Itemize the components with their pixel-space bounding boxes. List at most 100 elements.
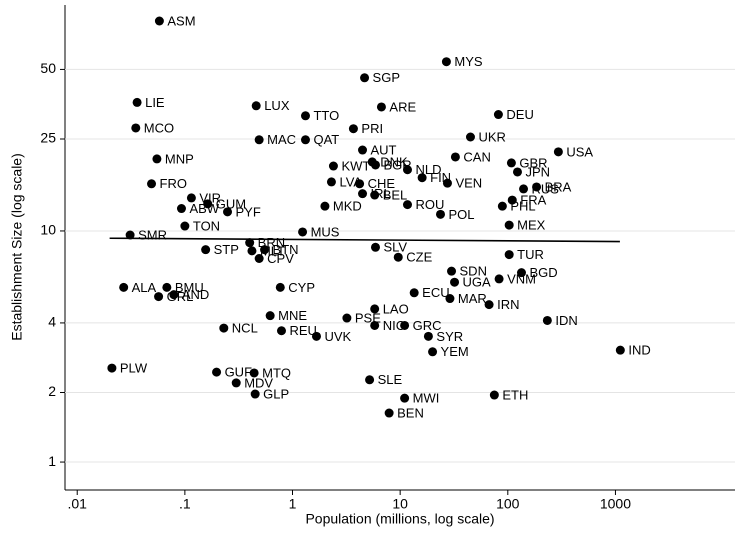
- point-label: GBR: [519, 155, 547, 170]
- point-label: MKD: [333, 199, 362, 214]
- point-label: ETH: [502, 387, 528, 402]
- point-label: ASM: [167, 13, 195, 28]
- point-label: PRI: [361, 121, 383, 136]
- point-label: FRO: [160, 176, 187, 191]
- point-label: MCO: [144, 120, 174, 135]
- point: [542, 315, 552, 325]
- fit-line: [109, 237, 620, 243]
- x-tick-label: 10: [392, 496, 408, 512]
- point: [260, 245, 270, 255]
- point-label: CZE: [406, 250, 432, 265]
- y-tick-label: 4: [48, 314, 56, 330]
- point: [342, 313, 352, 323]
- point: [428, 347, 438, 357]
- point-label: NIC: [383, 318, 405, 333]
- point-label: PLW: [120, 361, 148, 376]
- point: [125, 230, 135, 240]
- point: [131, 123, 141, 133]
- x-tick-label: 100: [496, 496, 520, 512]
- point: [162, 282, 172, 292]
- point-label: BRA: [545, 179, 572, 194]
- point-label: MNE: [278, 308, 307, 323]
- point: [132, 97, 142, 107]
- y-tick-label: 50: [40, 60, 56, 76]
- y-tick-label: 10: [40, 222, 56, 238]
- point-label: TTO: [313, 108, 339, 123]
- point-label: ROU: [415, 197, 444, 212]
- point-label: TUR: [517, 247, 544, 262]
- point-label: SGP: [373, 70, 400, 85]
- point-label: LIE: [145, 95, 165, 110]
- point: [300, 111, 310, 121]
- point: [519, 184, 529, 194]
- point-label: GLP: [263, 386, 289, 401]
- point: [249, 368, 259, 378]
- point: [247, 246, 257, 256]
- point: [384, 408, 394, 418]
- point: [376, 102, 386, 112]
- point-label: BEL: [383, 187, 408, 202]
- point-label: CAN: [463, 149, 490, 164]
- point: [553, 147, 563, 157]
- point: [615, 345, 625, 355]
- point: [442, 178, 452, 188]
- point: [358, 145, 368, 155]
- point: [348, 124, 358, 134]
- point-label: SDN: [460, 264, 487, 279]
- point-label: CYP: [288, 280, 315, 295]
- point: [507, 195, 517, 205]
- point-label: BTN: [273, 242, 299, 257]
- y-tick-label: 1: [48, 453, 56, 469]
- point: [251, 101, 261, 111]
- point-label: DNK: [380, 154, 408, 169]
- point: [107, 363, 117, 373]
- point-label: SMR: [138, 227, 167, 242]
- point: [360, 73, 370, 83]
- point: [450, 152, 460, 162]
- point-label: UKR: [478, 129, 505, 144]
- point: [311, 331, 321, 341]
- point-label: VEN: [455, 176, 482, 191]
- point: [320, 201, 330, 211]
- point: [450, 277, 460, 287]
- point-label: QAT: [313, 132, 339, 147]
- point-label: FRA: [520, 193, 546, 208]
- x-tick-label: 1000: [600, 496, 631, 512]
- point: [254, 135, 264, 145]
- point: [180, 221, 190, 231]
- point-label: LAO: [383, 301, 409, 316]
- point-label: LUX: [264, 98, 290, 113]
- point: [532, 182, 542, 192]
- point-label: BEN: [397, 405, 424, 420]
- point-label: PYF: [236, 204, 261, 219]
- point: [212, 367, 222, 377]
- point: [152, 154, 162, 164]
- point: [402, 165, 412, 175]
- point: [355, 179, 365, 189]
- point: [445, 294, 455, 304]
- point-label: GRL: [167, 289, 194, 304]
- point-label: USA: [566, 144, 593, 159]
- point: [494, 274, 504, 284]
- point-label: IDN: [555, 313, 577, 328]
- point-label: GUM: [216, 196, 246, 211]
- point: [441, 57, 451, 67]
- point: [400, 393, 410, 403]
- point: [370, 160, 380, 170]
- plot-area: [65, 5, 735, 490]
- point: [250, 389, 260, 399]
- point: [326, 177, 336, 187]
- point-label: MAC: [267, 132, 296, 147]
- point: [423, 331, 433, 341]
- point: [489, 390, 499, 400]
- point: [417, 173, 427, 183]
- y-axis-title: Establishment Size (log scale): [9, 153, 25, 341]
- point: [298, 227, 308, 237]
- point: [506, 158, 516, 168]
- point: [400, 320, 410, 330]
- point-label: SYR: [436, 329, 463, 344]
- point-label: SLV: [383, 240, 407, 255]
- point-label: STP: [214, 242, 239, 257]
- point: [169, 290, 179, 300]
